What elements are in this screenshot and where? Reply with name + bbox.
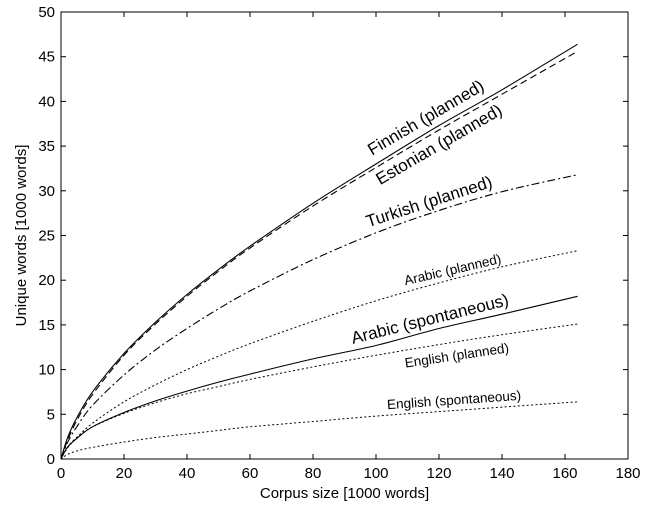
series-line-arabic-planned [60,250,579,460]
series-line-estonian-planned [60,50,578,460]
series-line-english-planned [60,323,579,460]
y-tick-label: 20 [38,272,55,289]
y-tick-label: 10 [38,362,55,379]
series-line-english-spontaneous [60,401,579,460]
series-line-turkish-planned [60,174,578,460]
y-tick-label: 30 [38,183,55,200]
x-tick-label: 100 [363,465,388,482]
y-tick-label: 5 [47,406,55,423]
y-tick-label: 50 [38,4,55,21]
y-axis-title: Unique words [1000 words] [13,145,30,327]
x-tick-label: 140 [489,465,514,482]
y-tick-label: 15 [38,317,55,334]
x-tick-label: 80 [305,465,322,482]
x-tick-label: 0 [57,465,65,482]
y-tick-label: 35 [38,138,55,155]
series-line-arabic-spontaneous [60,295,578,460]
series-line-finnish-planned [60,43,578,460]
x-tick-label: 40 [179,465,196,482]
x-tick-label: 20 [116,465,133,482]
x-tick-label: 120 [426,465,451,482]
plot-area [60,11,629,460]
y-tick-label: 0 [47,451,55,468]
y-tick-label: 25 [38,228,55,245]
x-tick-label: 60 [242,465,259,482]
axis-ticks: 0 20 40 60 80 100 120 140 160 180 0 5 10 15 20 25 30 35 40… [38,4,640,482]
series-lines [60,43,579,460]
x-axis-title: Corpus size [1000 words] [260,485,429,502]
x-tick-label: 180 [615,465,640,482]
x-tick-label: 160 [552,465,577,482]
y-tick-label: 45 [38,49,55,66]
y-tick-label: 40 [38,93,55,110]
